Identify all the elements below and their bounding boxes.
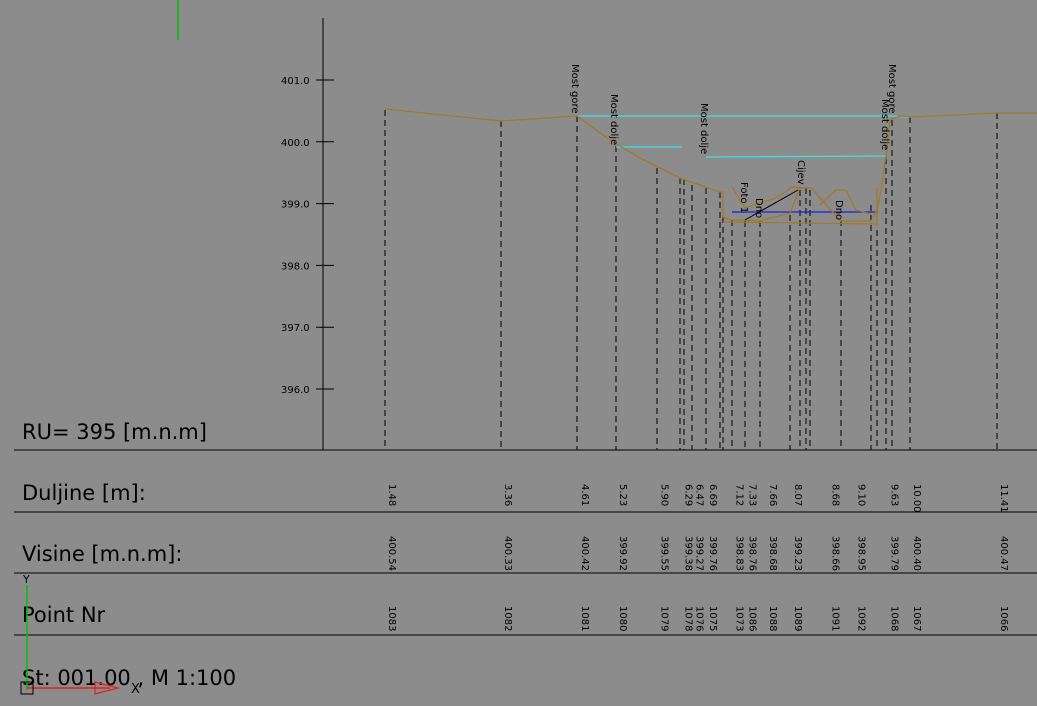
table-grid xyxy=(14,449,1037,636)
station-height: 399.92 xyxy=(617,536,628,571)
station-length: 8.68 xyxy=(830,484,841,506)
station-height: 399.23 xyxy=(792,536,803,571)
station-height: 398.95 xyxy=(856,536,867,571)
terrain-line xyxy=(384,108,1037,222)
annotation: Most dolje xyxy=(698,103,709,154)
station-length: 8.07 xyxy=(792,484,803,506)
station-point-number: 1076 xyxy=(694,606,705,631)
station-length: 9.63 xyxy=(888,484,899,506)
station-height: 400.40 xyxy=(911,536,922,571)
axis-tick-label: 401.0 xyxy=(281,76,310,87)
station-values: 1.48 400.54 1083 3.36 400.33 1082 4.61 400.42 10… xyxy=(386,484,1009,631)
station-length: 9.10 xyxy=(856,484,867,506)
ucs-y-label: Y xyxy=(22,573,30,586)
station-length: 11.41 xyxy=(998,484,1009,513)
axis-tick-label: 400.0 xyxy=(281,138,310,149)
station-point-number: 1079 xyxy=(658,606,669,631)
water-level-top xyxy=(577,115,912,118)
station-height: 398.76 xyxy=(747,536,758,571)
station-height: 400.47 xyxy=(998,536,1009,571)
station-height: 398.66 xyxy=(830,536,841,571)
profile-annotations: Most gore Most dolje Most dolje Foto 1 D… xyxy=(569,64,897,220)
station-height: 399.79 xyxy=(888,536,899,571)
station-length: 3.36 xyxy=(502,484,513,506)
station-lines xyxy=(384,110,998,450)
annotation: Foto 1 xyxy=(738,182,749,213)
station-length: 4.61 xyxy=(579,484,590,506)
elevation-axis: 401.0 400.0 399.0 398.0 397.0 396.0 xyxy=(281,18,334,450)
station-point-number: 1073 xyxy=(734,606,745,631)
ucs-icon: Y X xyxy=(20,573,140,697)
station-length: 6.29 xyxy=(682,484,693,506)
water-level-mid2 xyxy=(705,155,887,158)
station-height: 398.68 xyxy=(767,536,778,571)
point-number-row-label: Point Nr xyxy=(22,603,106,627)
station-height: 399.27 xyxy=(694,536,705,571)
station-point-number: 1088 xyxy=(767,606,778,631)
terrain-profile xyxy=(384,108,1037,226)
ucs-origin-box xyxy=(20,681,34,695)
ucs-x-label: X xyxy=(131,682,140,697)
station-length: 10.00 xyxy=(911,484,922,513)
station-height: 399.55 xyxy=(658,536,669,571)
station-point-number: 1092 xyxy=(856,606,867,631)
annotation: Cijev xyxy=(795,160,806,185)
station-point-number: 1080 xyxy=(617,606,628,631)
axis-tick-label: 399.0 xyxy=(281,200,310,211)
axis-tick-label: 398.0 xyxy=(281,261,310,272)
station-length: 1.48 xyxy=(386,484,397,506)
annotation: Dno xyxy=(833,200,844,220)
annotation-leader xyxy=(744,189,799,221)
axis-tick-label: 396.0 xyxy=(281,385,310,396)
station-point-number: 1068 xyxy=(888,606,899,631)
station-point-number: 1089 xyxy=(792,606,803,631)
reference-level-label: RU= 395 [m.n.m] xyxy=(22,420,207,444)
station-length: 6.47 xyxy=(694,484,705,506)
scale-label: St: 001.00 , M 1:100 xyxy=(22,666,236,690)
station-length: 5.90 xyxy=(658,484,669,506)
station-height: 398.83 xyxy=(734,536,745,571)
annotation: Most gore xyxy=(569,64,580,114)
station-length: 5.23 xyxy=(617,484,628,506)
station-height: 400.42 xyxy=(579,536,590,571)
station-height: 400.54 xyxy=(386,536,397,571)
station-point-number: 1081 xyxy=(579,606,590,631)
station-length: 7.66 xyxy=(767,484,778,506)
station-length: 7.12 xyxy=(734,484,745,506)
axis-tick-label: 397.0 xyxy=(281,323,310,334)
annotation: Dno xyxy=(753,198,764,218)
station-height: 400.33 xyxy=(502,536,513,571)
channel-bottom xyxy=(722,221,879,225)
station-height: 399.76 xyxy=(707,536,718,571)
axis-ticks: 401.0 400.0 399.0 398.0 397.0 396.0 xyxy=(281,76,334,396)
ucs-x-arrow xyxy=(94,681,121,695)
station-point-number: 1075 xyxy=(707,606,718,631)
station-height: 399.38 xyxy=(682,536,693,571)
station-point-number: 1083 xyxy=(386,606,397,631)
annotation: Most dolje xyxy=(608,94,619,145)
station-length: 6.69 xyxy=(707,484,718,506)
station-point-number: 1091 xyxy=(830,606,841,631)
station-point-number: 1066 xyxy=(998,606,1009,631)
annotation: Most gore xyxy=(886,64,897,114)
station-point-number: 1086 xyxy=(747,606,758,631)
annotation: Most dolje xyxy=(879,99,890,150)
station-point-number: 1067 xyxy=(911,606,922,631)
lengths-row-label: Duljine [m]: xyxy=(22,481,146,505)
station-length: 7.33 xyxy=(747,484,758,506)
station-point-number: 1082 xyxy=(502,606,513,631)
terrain-detail xyxy=(731,186,809,209)
station-point-number: 1078 xyxy=(682,606,693,631)
pipe-outline xyxy=(819,189,872,215)
heights-row-label: Visine [m.n.m]: xyxy=(22,542,182,566)
